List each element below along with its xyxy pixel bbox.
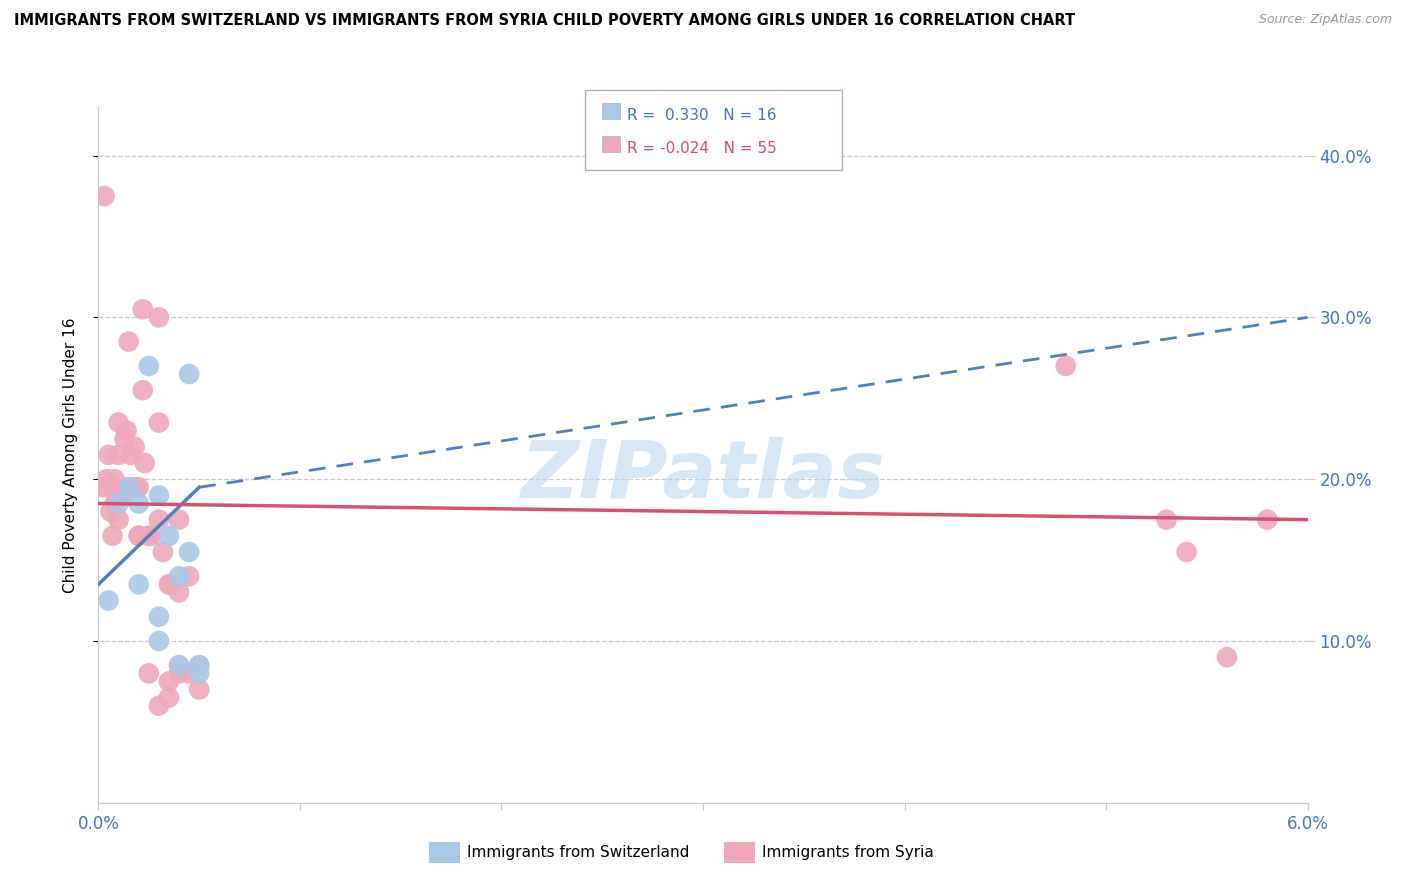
- Point: [179, 569, 201, 583]
- Point: [128, 577, 150, 591]
- Text: R =  0.330   N = 16: R = 0.330 N = 16: [627, 108, 776, 123]
- Text: Immigrants from Syria: Immigrants from Syria: [762, 846, 934, 860]
- Point: [118, 480, 141, 494]
- Point: [103, 472, 125, 486]
- Point: [138, 666, 160, 681]
- Point: [101, 480, 124, 494]
- Point: [1054, 359, 1077, 373]
- Point: [179, 666, 201, 681]
- Point: [128, 529, 150, 543]
- Point: [167, 569, 190, 583]
- Point: [148, 634, 170, 648]
- Point: [110, 488, 132, 502]
- Point: [97, 593, 120, 607]
- Text: ZIPatlas: ZIPatlas: [520, 437, 886, 515]
- Point: [105, 488, 128, 502]
- Point: [1216, 650, 1239, 665]
- Point: [107, 513, 129, 527]
- Point: [128, 480, 150, 494]
- Point: [97, 448, 120, 462]
- Point: [121, 480, 143, 494]
- Point: [167, 666, 190, 681]
- Point: [179, 545, 201, 559]
- Point: [93, 189, 115, 203]
- Point: [157, 529, 180, 543]
- Point: [107, 416, 129, 430]
- Point: [120, 448, 142, 462]
- Point: [179, 367, 201, 381]
- Point: [118, 480, 141, 494]
- Point: [118, 334, 141, 349]
- Point: [115, 480, 138, 494]
- Point: [134, 456, 156, 470]
- Point: [157, 674, 180, 689]
- Point: [167, 585, 190, 599]
- Point: [107, 448, 129, 462]
- Point: [103, 496, 125, 510]
- Point: [167, 658, 190, 673]
- Point: [132, 302, 155, 317]
- Point: [188, 658, 211, 673]
- Point: [114, 432, 136, 446]
- Point: [1156, 513, 1178, 527]
- Text: Immigrants from Switzerland: Immigrants from Switzerland: [467, 846, 689, 860]
- Point: [148, 698, 170, 713]
- Point: [188, 682, 211, 697]
- Point: [157, 577, 180, 591]
- Text: IMMIGRANTS FROM SWITZERLAND VS IMMIGRANTS FROM SYRIA CHILD POVERTY AMONG GIRLS U: IMMIGRANTS FROM SWITZERLAND VS IMMIGRANT…: [14, 13, 1076, 29]
- Point: [148, 488, 170, 502]
- Point: [138, 359, 160, 373]
- Point: [157, 577, 180, 591]
- Point: [148, 310, 170, 325]
- Point: [96, 472, 118, 486]
- Point: [128, 496, 150, 510]
- Point: [148, 416, 170, 430]
- Point: [100, 504, 122, 518]
- Y-axis label: Child Poverty Among Girls Under 16: Child Poverty Among Girls Under 16: [63, 318, 77, 592]
- Point: [1256, 513, 1278, 527]
- Point: [128, 529, 150, 543]
- Text: Source: ZipAtlas.com: Source: ZipAtlas.com: [1258, 13, 1392, 27]
- Point: [107, 496, 129, 510]
- Point: [101, 529, 124, 543]
- Point: [188, 666, 211, 681]
- Point: [152, 545, 174, 559]
- Point: [125, 480, 148, 494]
- Point: [148, 609, 170, 624]
- Text: R = -0.024   N = 55: R = -0.024 N = 55: [627, 141, 778, 156]
- Point: [115, 424, 138, 438]
- Point: [138, 529, 160, 543]
- Point: [167, 658, 190, 673]
- Point: [91, 480, 114, 494]
- Point: [148, 513, 170, 527]
- Point: [157, 690, 180, 705]
- Point: [111, 488, 134, 502]
- Point: [167, 513, 190, 527]
- Point: [132, 383, 155, 397]
- Point: [188, 658, 211, 673]
- Point: [124, 440, 146, 454]
- Point: [139, 529, 162, 543]
- Point: [1175, 545, 1198, 559]
